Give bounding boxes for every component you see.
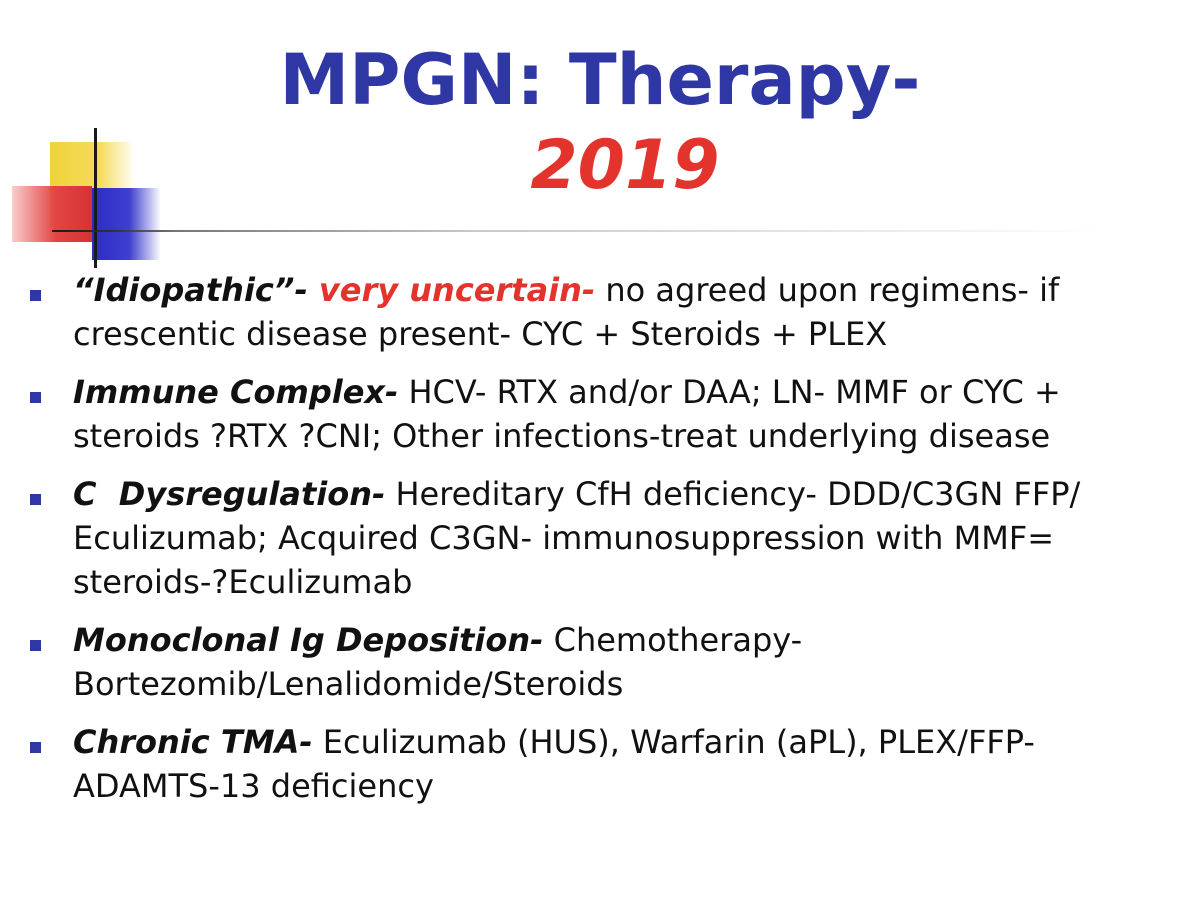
square-bullet-icon — [30, 494, 41, 505]
bullet-lead: Immune Complex- — [73, 373, 399, 411]
slide-title: MPGN: Therapy- 2019 — [200, 36, 1000, 208]
bullet-text: Chemotherapy- Bortezomib/Lenalidomide/St… — [73, 621, 803, 703]
square-bullet-icon — [30, 392, 41, 403]
bullet-text: Hereditary CfH deficiency- DDD/C3GN FFP/… — [73, 475, 1081, 601]
bullet-item-c-dysregulation: C Dysregulation- Hereditary CfH deficien… — [28, 472, 1188, 604]
bullet-list: “Idiopathic”- very uncertain- no agreed … — [28, 268, 1188, 822]
square-bullet-icon — [30, 640, 41, 651]
title-main: MPGN: Therapy- — [279, 39, 921, 121]
bullet-lead: C Dysregulation- — [73, 475, 386, 513]
bullet-text: HCV- RTX and/or DAA; LN- MMF or CYC + st… — [73, 373, 1061, 455]
horizontal-rule-decoration — [52, 230, 1102, 232]
bullet-accent: very uncertain- — [307, 271, 596, 309]
square-bullet-icon — [30, 290, 41, 301]
bullet-item-monoclonal: Monoclonal Ig Deposition- Chemotherapy- … — [28, 618, 1188, 706]
bullet-text: no agreed upon regimens- if crescentic d… — [73, 271, 1060, 353]
bullet-item-idiopathic: “Idiopathic”- very uncertain- no agreed … — [28, 268, 1188, 356]
square-bullet-icon — [30, 742, 41, 753]
vertical-rule-decoration — [94, 128, 97, 268]
bullet-text: Eculizumab (HUS), Warfarin (aPL), PLEX/F… — [73, 723, 1035, 805]
bullet-lead: Chronic TMA- — [73, 723, 313, 761]
bullet-lead: “Idiopathic”- — [73, 271, 308, 309]
red-square-decoration — [12, 186, 92, 242]
bullet-item-immune-complex: Immune Complex- HCV- RTX and/or DAA; LN-… — [28, 370, 1188, 458]
blue-square-decoration — [92, 188, 160, 260]
title-year: 2019 — [530, 126, 720, 205]
bullet-lead: Monoclonal Ig Deposition- — [73, 621, 544, 659]
bullet-item-chronic-tma: Chronic TMA- Eculizumab (HUS), Warfarin … — [28, 720, 1188, 808]
